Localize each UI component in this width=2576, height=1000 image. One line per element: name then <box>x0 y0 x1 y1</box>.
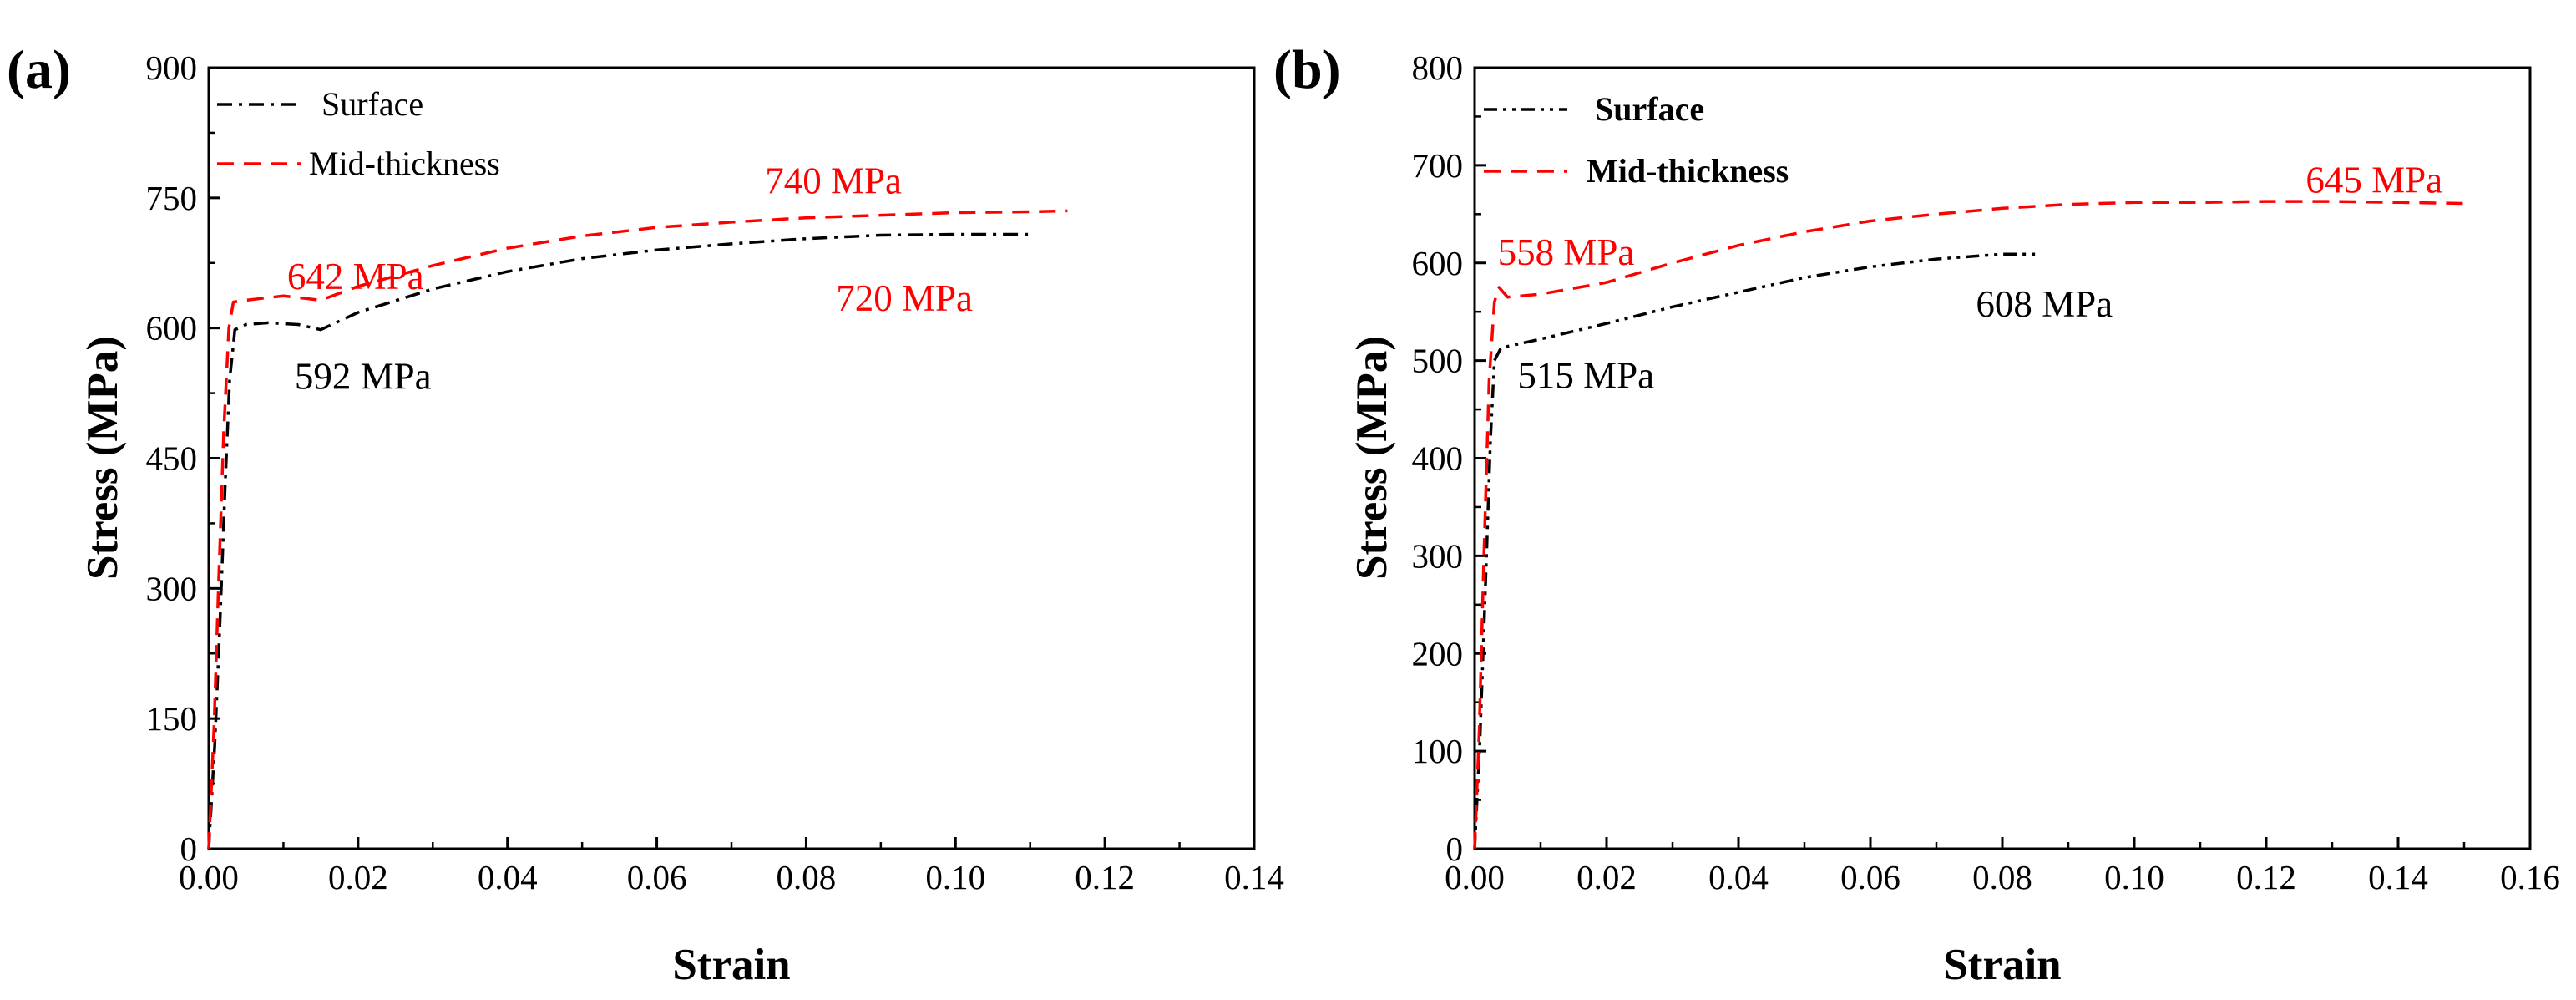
y-tick-label-a: 900 <box>146 48 198 87</box>
x-tick-label-a: 0.04 <box>478 858 538 896</box>
y-axis-title-b: Stress (MPa) <box>1348 336 1396 580</box>
x-tick-label-b: 0.04 <box>1708 858 1769 896</box>
x-tick-label-b: 0.06 <box>1840 858 1900 896</box>
y-tick-label-a: 150 <box>146 699 198 738</box>
y-tick-label-b: 200 <box>1412 634 1464 673</box>
panel-a: (a) 0.00 0.02 0.04 0.06 0.08 0.10 0.12 0.14 0 15… <box>7 39 1284 989</box>
x-tick-label-b: 0.02 <box>1576 858 1637 896</box>
annotations-a: 642 MPa 592 MPa 740 MPa 720 MPa <box>287 160 973 398</box>
panel-b: (b) 0.00 0.02 0.04 0.06 0.08 0.10 0.12 0.14 0.16… <box>1273 39 2560 989</box>
series-line-mid-thickness-b <box>1473 200 2465 850</box>
y-axis-title-a: Stress (MPa) <box>78 336 127 580</box>
x-tick-label-a: 0.12 <box>1075 858 1135 896</box>
y-tick-label-a: 600 <box>146 309 198 348</box>
x-axis-title-b: Strain <box>1943 941 2061 989</box>
legend-label-surface-a: Surface <box>321 85 423 123</box>
legend-b: Surface Mid-thickness <box>1484 90 1789 190</box>
y-tick-label-b: 300 <box>1412 536 1464 575</box>
x-tick-label-a: 0.14 <box>1224 858 1284 896</box>
x-tick-label-b: 0.08 <box>1972 858 2032 896</box>
annotation-a: 592 MPa <box>295 355 432 397</box>
x-tick-label-b: 0.16 <box>2500 858 2560 896</box>
annotation-b: 608 MPa <box>1976 283 2113 325</box>
x-tick-label-b: 0.00 <box>1445 858 1505 896</box>
annotations-b: 558 MPa 515 MPa 608 MPa 645 MPa <box>1498 160 2443 397</box>
y-tick-label-b: 500 <box>1412 342 1464 380</box>
x-tick-label-a: 0.08 <box>777 858 837 896</box>
y-tick-label-b: 400 <box>1412 439 1464 478</box>
y-tick-label-a: 750 <box>146 179 198 217</box>
series-line-mid-thickness-a <box>207 209 1068 850</box>
y-tick-label-b: 600 <box>1412 244 1464 282</box>
x-tick-label-a: 0.02 <box>328 858 388 896</box>
y-tick-label-b: 800 <box>1412 48 1464 87</box>
x-axis-b: 0.00 0.02 0.04 0.06 0.08 0.10 0.12 0.14 0.16 <box>1445 837 2560 896</box>
x-tick-label-b: 0.12 <box>2236 858 2296 896</box>
series-line-surface-a <box>207 232 1030 850</box>
legend-label-surface-b: Surface <box>1595 90 1704 128</box>
panel-label-b: (b) <box>1273 39 1341 100</box>
annotation-a: 642 MPa <box>287 256 424 297</box>
legend-label-mid-thickness-a: Mid-thickness <box>309 145 500 182</box>
plot-frame-a <box>207 66 1256 850</box>
legend-label-mid-thickness-b: Mid-thickness <box>1587 152 1789 190</box>
x-tick-label-a: 0.00 <box>179 858 239 896</box>
y-tick-label-a: 0 <box>180 830 198 868</box>
panel-label-a: (a) <box>7 39 71 100</box>
y-axis-a: 0 150 300 450 600 750 900 <box>146 48 220 868</box>
x-tick-label-a: 0.06 <box>627 858 687 896</box>
annotation-a: 720 MPa <box>836 277 973 319</box>
annotation-a: 740 MPa <box>765 160 902 202</box>
x-tick-label-b: 0.14 <box>2368 858 2428 896</box>
y-tick-label-a: 450 <box>146 439 198 478</box>
y-axis-b: 0 100 200 300 400 500 600 700 800 <box>1412 48 1486 868</box>
annotation-b: 515 MPa <box>1517 354 1654 396</box>
x-axis-a: 0.00 0.02 0.04 0.06 0.08 0.10 0.12 0.14 <box>179 837 1284 896</box>
y-tick-label-a: 300 <box>146 569 198 607</box>
series-group-a <box>207 209 1068 850</box>
x-axis-title-a: Strain <box>672 941 790 989</box>
y-tick-label-b: 700 <box>1412 146 1464 185</box>
annotation-b: 558 MPa <box>1498 231 1635 273</box>
y-tick-label-b: 100 <box>1412 732 1464 770</box>
annotation-b: 645 MPa <box>2305 160 2442 201</box>
x-tick-label-a: 0.10 <box>925 858 985 896</box>
series-line-surface-b <box>1473 252 2036 850</box>
series-group-b <box>1473 200 2465 850</box>
x-tick-label-b: 0.10 <box>2104 858 2164 896</box>
legend-a: Surface Mid-thickness <box>217 85 500 182</box>
y-tick-label-b: 0 <box>1446 830 1464 868</box>
